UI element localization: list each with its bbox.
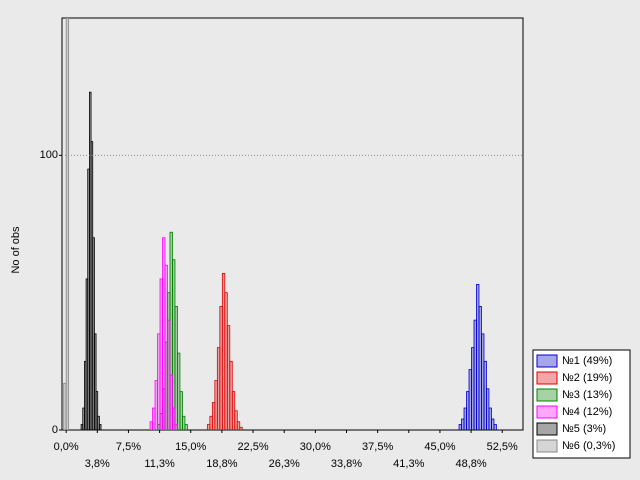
x-tick-label: 18,8%: [206, 458, 237, 470]
y-tick-label: 0: [52, 424, 58, 436]
legend-label: №4 (12%): [562, 406, 612, 418]
legend-swatch: [536, 439, 558, 453]
histogram-bar: [98, 424, 102, 430]
x-tick-label: 11,3%: [144, 458, 175, 470]
histogram-bar: [93, 333, 97, 430]
histogram-bar: [97, 415, 100, 430]
legend-label: №2 (19%): [562, 372, 612, 384]
x-tick-label: 26,3%: [269, 458, 300, 470]
legend-label: №3 (13%): [562, 389, 612, 401]
histogram-bar: [182, 415, 186, 430]
legend-swatch: [536, 388, 558, 402]
histogram-bar: [172, 407, 176, 430]
histogram-bar: [65, 18, 70, 430]
legend-swatch: [536, 371, 558, 385]
x-tick-label: 41,3%: [393, 458, 424, 470]
plot-frame: [61, 17, 524, 431]
plot-area: [63, 18, 497, 430]
x-tick-label: 30,0%: [300, 441, 331, 453]
x-tick-label: 33,8%: [331, 458, 362, 470]
legend-label: №1 (49%): [562, 355, 612, 367]
x-tick-label: 0,0%: [54, 441, 79, 453]
histogram-bar: [236, 421, 241, 430]
legend-swatch: [536, 422, 558, 436]
x-tick-label: 45,0%: [424, 441, 455, 453]
histogram-bar: [184, 424, 188, 430]
histogram-bar: [234, 410, 238, 430]
y-tick-label: 100: [40, 149, 58, 161]
x-tick-label: 7,5%: [116, 441, 141, 453]
legend-swatch: [536, 405, 558, 419]
x-tick-label: 52,5%: [487, 441, 518, 453]
histogram-bar: [493, 424, 497, 430]
x-tick-label: 3,8%: [85, 458, 110, 470]
histogram-bar: [179, 391, 183, 430]
x-tick-label: 48,8%: [455, 458, 486, 470]
x-tick-label: 15,0%: [175, 441, 206, 453]
legend-label: №5 (3%): [562, 423, 606, 435]
y-axis-label: No of obs: [10, 226, 22, 274]
histogram-bar: [169, 374, 173, 430]
histogram-bar: [174, 424, 178, 430]
legend-swatch: [536, 354, 558, 368]
x-tick-label: 22,5%: [237, 441, 268, 453]
legend-label: №6 (0,3%): [562, 440, 615, 452]
x-tick-label: 37,5%: [362, 441, 393, 453]
histogram-bar: [239, 426, 243, 430]
